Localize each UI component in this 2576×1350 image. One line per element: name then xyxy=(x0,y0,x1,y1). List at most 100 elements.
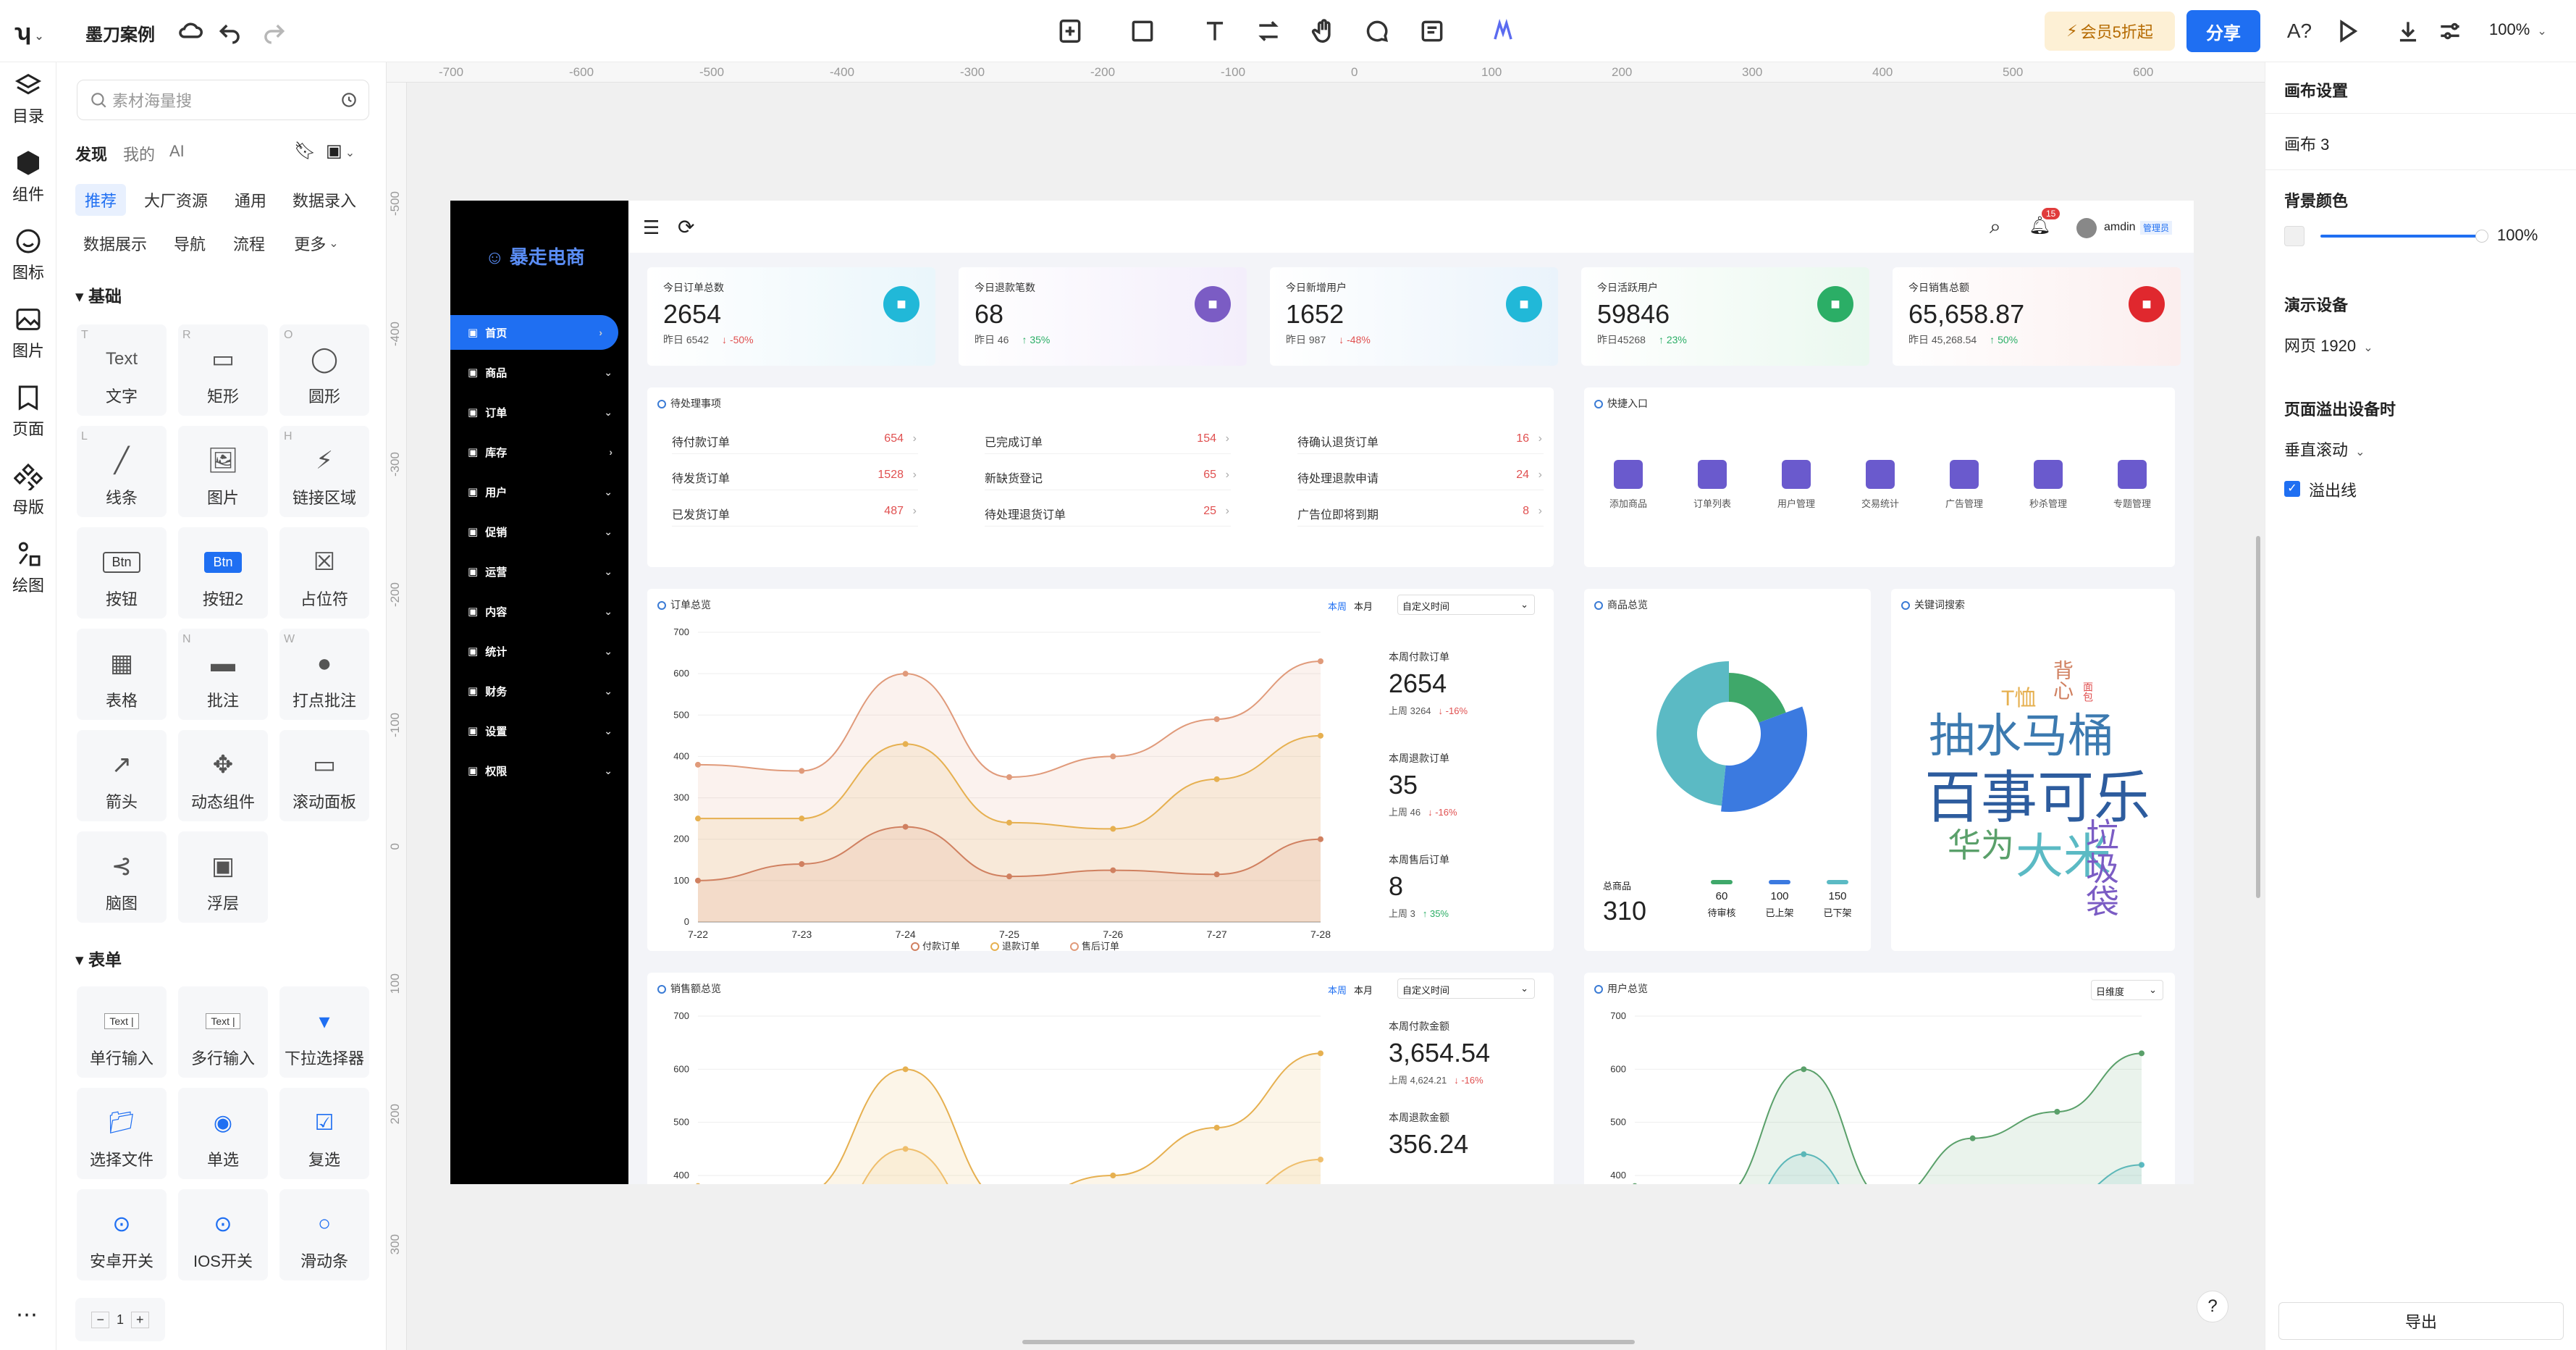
export-button[interactable]: 导出 xyxy=(2278,1302,2564,1340)
dash-nav-item[interactable]: ▣ 首页 › xyxy=(450,315,618,350)
todo-item[interactable]: 待处理退款申请 24 › xyxy=(1297,469,1544,490)
canvas-name[interactable]: 画布 3 xyxy=(2284,135,2330,154)
dash-nav-item[interactable]: ▣ 库存 › xyxy=(450,435,628,469)
cloud-sync-icon[interactable] xyxy=(175,15,207,47)
text-tool-icon[interactable] xyxy=(1199,15,1231,47)
sales-period-month[interactable]: 本月 xyxy=(1354,985,1373,996)
users-range-select[interactable]: 日维度 ⌄ xyxy=(2091,980,2163,1000)
period-month[interactable]: 本月 xyxy=(1354,601,1373,612)
sales-period-week[interactable]: 本周 xyxy=(1328,985,1347,996)
chip-general[interactable]: 通用 xyxy=(234,192,266,210)
todo-item[interactable]: 新缺货登记 65 › xyxy=(985,469,1231,490)
todo-item[interactable]: 已发货订单 487 › xyxy=(672,505,918,527)
rail-item-master[interactable]: 母版 xyxy=(0,453,56,526)
quick-entry[interactable]: 专题管理 xyxy=(2100,460,2165,510)
vertical-scrollbar[interactable] xyxy=(2256,536,2260,898)
menu-toggle-icon[interactable]: ☰ xyxy=(643,217,660,238)
component-10[interactable]: ▦ 表格 xyxy=(77,629,167,720)
save-icon[interactable]: ▣ ⌄ xyxy=(326,141,355,161)
undo-icon[interactable] xyxy=(214,15,246,47)
refresh-icon[interactable]: ⟳ xyxy=(678,216,695,238)
form-component-8[interactable]: ⊙ IOS开关 xyxy=(178,1189,268,1280)
settings-sliders-icon[interactable] xyxy=(2434,15,2466,47)
avatar[interactable] xyxy=(2076,218,2097,238)
add-page-icon[interactable] xyxy=(1054,15,1086,47)
todo-item[interactable]: 待发货订单 1528 › xyxy=(672,469,918,490)
todo-item[interactable]: 待确认退货订单 16 › xyxy=(1297,432,1544,454)
dash-nav-item[interactable]: ▣ 订单 ⌄ xyxy=(450,395,628,429)
quick-entry[interactable]: 秒杀管理 xyxy=(2016,460,2081,510)
comment-icon[interactable] xyxy=(1361,15,1393,47)
tab-discover[interactable]: 发现 xyxy=(75,146,108,164)
sales-period-select[interactable]: 自定义时间 ⌄ xyxy=(1397,978,1535,999)
chip-big-vendor[interactable]: 大厂资源 xyxy=(143,192,208,210)
component-1[interactable]: T Text 文字 xyxy=(77,324,167,416)
overflow-select[interactable]: 垂直滚动 ⌄ xyxy=(2284,441,2365,459)
quick-entry[interactable]: 添加商品 xyxy=(1596,460,1661,510)
form-component-2[interactable]: Text | 多行输入 xyxy=(178,986,268,1078)
tab-mine[interactable]: 我的 xyxy=(123,146,156,164)
opacity-slider[interactable] xyxy=(2320,235,2480,238)
search-icon[interactable]: ⌕ xyxy=(1990,215,2001,238)
todo-item[interactable]: 待付款订单 654 › xyxy=(672,432,918,454)
form-component-4[interactable]: 📁︎ 选择文件 xyxy=(77,1088,167,1179)
horizontal-scrollbar[interactable] xyxy=(1022,1340,1635,1344)
quick-entry[interactable]: 订单列表 xyxy=(1680,460,1745,510)
play-icon[interactable] xyxy=(2331,15,2363,47)
chip-navigation[interactable]: 导航 xyxy=(173,235,206,253)
quick-entry[interactable]: 交易统计 xyxy=(1848,460,1913,510)
ai-icon[interactable] xyxy=(1487,15,1519,47)
section-basic[interactable]: ▾ 基础 xyxy=(75,287,122,306)
chip-data-entry[interactable]: 数据录入 xyxy=(292,192,356,210)
dash-nav-item[interactable]: ▣ 用户 ⌄ xyxy=(450,474,628,509)
share-button[interactable]: 分享 xyxy=(2186,10,2260,52)
shape-icon[interactable] xyxy=(1127,15,1158,47)
help-button[interactable]: ? xyxy=(2197,1291,2228,1322)
search-input[interactable]: 素材海量搜 xyxy=(77,80,369,120)
form-component-5[interactable]: ◉ 单选 xyxy=(178,1088,268,1179)
dash-nav-item[interactable]: ▣ 运营 ⌄ xyxy=(450,554,628,589)
rail-item-components[interactable]: 组件 xyxy=(0,141,56,213)
dashboard-artboard[interactable]: ☺︎ 暴走电商 ▣ 首页 › ▣ 商品 ⌄ ▣ 订单 ⌄ ▣ 库存 › ▣ 用户 ⌄ ▣ 促销 ⌄ ▣ 运营 ⌄ ▣ 内容 ⌄… xyxy=(450,201,2194,1184)
rail-item-images[interactable]: 图片 xyxy=(0,297,56,369)
dash-nav-item[interactable]: ▣ 内容 ⌄ xyxy=(450,594,628,629)
form-component-9[interactable]: ○ 滑动条 xyxy=(279,1189,369,1280)
user-name[interactable]: amdin xyxy=(2104,221,2136,233)
chip-data-display[interactable]: 数据展示 xyxy=(83,235,147,253)
rail-item-catalog[interactable]: 目录 xyxy=(0,62,56,135)
component-15[interactable]: ▭ 滚动面板 xyxy=(279,730,369,821)
opacity-slider-handle[interactable] xyxy=(2475,230,2488,243)
more-icon[interactable]: ⋯ xyxy=(16,1303,38,1327)
dash-nav-item[interactable]: ▣ 统计 ⌄ xyxy=(450,634,628,668)
zoom-level[interactable]: 100% ⌄ xyxy=(2489,20,2547,38)
component-5[interactable]: 🖼︎ 图片 xyxy=(178,426,268,517)
redo-icon[interactable] xyxy=(258,15,290,47)
section-form[interactable]: ▾ 表单 xyxy=(75,950,122,969)
chip-flow[interactable]: 流程 xyxy=(232,235,265,253)
promo-button[interactable]: ⚡ 会员5折起 xyxy=(2045,12,2175,51)
quick-entry[interactable]: 用户管理 xyxy=(1764,460,1829,510)
chip-recommend[interactable]: 推荐 xyxy=(75,184,126,216)
component-11[interactable]: N ▬ 批注 xyxy=(178,629,268,720)
form-component-6[interactable]: ☑ 复选 xyxy=(279,1088,369,1179)
component-14[interactable]: ✥ 动态组件 xyxy=(178,730,268,821)
component-8[interactable]: Btn 按钮2 xyxy=(178,527,268,619)
component-17[interactable]: ▣ 浮层 xyxy=(178,831,268,923)
period-select[interactable]: 自定义时间 ⌄ xyxy=(1397,595,1535,615)
rail-item-icons[interactable]: 图标 xyxy=(0,219,56,291)
component-2[interactable]: R ▭ 矩形 xyxy=(178,324,268,416)
component-12[interactable]: W ● 打点批注 xyxy=(279,629,369,720)
bg-opacity-value[interactable]: 100% xyxy=(2497,226,2538,244)
component-6[interactable]: H ⚡︎ 链接区域 xyxy=(279,426,369,517)
device-select[interactable]: 网页 1920 ⌄ xyxy=(2284,337,2373,355)
stepper-component[interactable]: −1 + xyxy=(75,1298,165,1341)
form-component-7[interactable]: ⊙ 安卓开关 xyxy=(77,1189,167,1280)
chip-more[interactable]: 更多 ⌄ xyxy=(294,235,339,253)
note-icon[interactable] xyxy=(1416,15,1448,47)
component-16[interactable]: ⊰ 脑图 xyxy=(77,831,167,923)
dash-nav-item[interactable]: ▣ 设置 ⌄ xyxy=(450,713,628,748)
period-week[interactable]: 本周 xyxy=(1328,601,1347,612)
dash-nav-item[interactable]: ▣ 商品 ⌄ xyxy=(450,355,628,390)
tab-ai[interactable]: AI xyxy=(169,142,185,160)
todo-item[interactable]: 待处理退货订单 25 › xyxy=(985,505,1231,527)
